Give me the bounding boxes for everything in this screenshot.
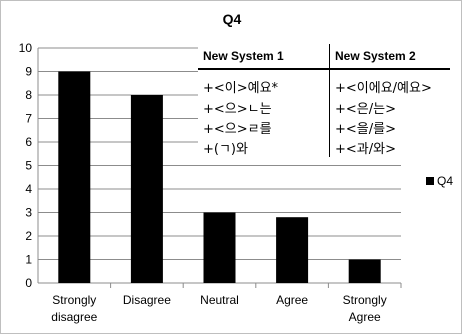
y-tick-label: 6 bbox=[25, 135, 32, 149]
table-header-row: New System 1 New System 2 bbox=[198, 44, 450, 70]
x-tick-label: Strongly bbox=[343, 293, 387, 307]
y-tick-label: 7 bbox=[25, 112, 32, 126]
table-cell: +<으>ㄹ를 bbox=[198, 117, 330, 137]
table-header-new-system-2: New System 2 bbox=[329, 44, 450, 70]
y-tick-label: 10 bbox=[19, 41, 33, 55]
table-cell: +<이에요/예요> bbox=[335, 80, 432, 96]
y-tick-label: 3 bbox=[25, 206, 32, 220]
table-cell: +<으>ㄴ는 bbox=[198, 97, 330, 117]
bar bbox=[203, 212, 236, 283]
legend-label: Q4 bbox=[437, 174, 453, 188]
x-tick-label: Neutral bbox=[200, 293, 239, 307]
x-tick-label: Agree bbox=[349, 310, 381, 324]
y-tick-label: 8 bbox=[25, 88, 32, 102]
x-tick-label: Disagree bbox=[123, 293, 171, 307]
x-tick-label: Agree bbox=[276, 293, 308, 307]
table-header-new-system-1: New System 1 bbox=[198, 44, 330, 70]
table-cell: +<이>예요* bbox=[198, 69, 330, 97]
y-tick-label: 1 bbox=[25, 253, 32, 267]
legend-swatch bbox=[426, 177, 434, 185]
table-row: +<이>예요* +<이에요/예요> bbox=[198, 69, 450, 97]
y-tick-label: 4 bbox=[25, 182, 32, 196]
table-cell: +<과/와> bbox=[335, 141, 396, 157]
table-cell: +(ㄱ)와 bbox=[198, 137, 330, 157]
y-tick-label: 0 bbox=[25, 276, 32, 290]
table-row: +(ㄱ)와 +<과/와> bbox=[198, 137, 450, 157]
bar bbox=[276, 217, 309, 283]
y-tick-label: 2 bbox=[25, 229, 32, 243]
table-cell: +<을/를> bbox=[335, 121, 396, 137]
table-row: +<으>ㄹ를 +<을/를> bbox=[198, 117, 450, 137]
y-tick-label: 5 bbox=[25, 159, 32, 173]
bar bbox=[130, 95, 163, 283]
bar bbox=[58, 71, 91, 283]
table-row: +<으>ㄴ는 +<은/는> bbox=[198, 97, 450, 117]
x-tick-label: Strongly bbox=[52, 293, 96, 307]
chart-title: Q4 bbox=[223, 11, 242, 27]
overlay-table: New System 1 New System 2 +<이>예요* +<이에요/… bbox=[198, 44, 450, 157]
bar bbox=[348, 259, 381, 283]
x-tick-label: disagree bbox=[51, 310, 97, 324]
y-tick-label: 9 bbox=[25, 65, 32, 79]
table-cell: +<은/는> bbox=[335, 101, 396, 117]
